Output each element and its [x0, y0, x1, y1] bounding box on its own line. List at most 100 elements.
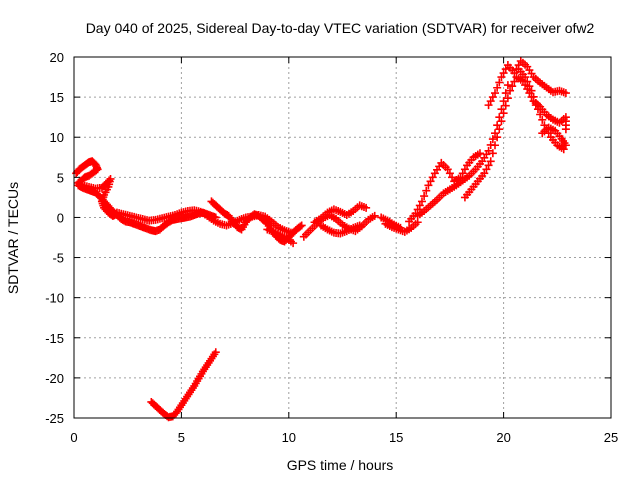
- x-tick-label: 25: [604, 430, 618, 445]
- data-point: [497, 117, 506, 126]
- data-point: [508, 82, 517, 91]
- data-point: [561, 89, 570, 98]
- x-tick-labels: 0 5 10 15 20 25: [70, 430, 618, 445]
- data-point: [499, 97, 508, 106]
- data-point: [297, 221, 306, 230]
- x-tick-label: 0: [70, 430, 77, 445]
- y-tick-label: 0: [57, 210, 64, 225]
- data-point: [497, 73, 506, 82]
- y-tick-label: 20: [50, 50, 64, 65]
- axis-ticks: [73, 56, 612, 419]
- series-arc-17: [529, 97, 570, 134]
- data-point: [499, 109, 508, 118]
- data-point: [510, 77, 519, 86]
- data-point: [417, 197, 426, 206]
- data-point: [501, 101, 510, 110]
- data-point: [523, 77, 532, 86]
- series-arc-18: [538, 123, 570, 150]
- data-point: [488, 93, 497, 102]
- data-point: [420, 192, 429, 201]
- data-point: [506, 86, 515, 95]
- data-point: [501, 89, 510, 98]
- data-point: [493, 133, 502, 142]
- data-point: [501, 65, 510, 74]
- data-point: [510, 69, 519, 78]
- data-point: [480, 169, 489, 178]
- data-point: [495, 125, 504, 134]
- series-arc-14: [460, 73, 540, 202]
- y-tick-label: 15: [50, 90, 64, 105]
- data-point: [458, 169, 467, 178]
- data-point: [495, 78, 504, 87]
- data-point: [448, 173, 457, 182]
- data-point: [491, 89, 500, 98]
- data-point: [495, 113, 504, 122]
- data-point: [289, 239, 298, 248]
- data-point: [460, 165, 469, 174]
- data-point: [538, 115, 547, 124]
- y-tick-label: 10: [50, 130, 64, 145]
- data-point: [493, 121, 502, 130]
- data-point: [424, 181, 433, 190]
- data-point: [503, 94, 512, 103]
- data-point: [475, 149, 484, 158]
- data-point: [503, 81, 512, 90]
- data-point: [445, 169, 454, 178]
- series-arc-2: [74, 181, 220, 236]
- x-tick-label: 10: [282, 430, 296, 445]
- data-point: [491, 129, 500, 138]
- data-point: [396, 223, 405, 232]
- data-point: [211, 348, 220, 357]
- data-point: [486, 97, 495, 106]
- data-point: [525, 82, 534, 91]
- data-point: [443, 165, 452, 174]
- y-tick-label: -10: [45, 291, 64, 306]
- x-tick-label: 15: [389, 430, 403, 445]
- data-point: [426, 177, 435, 186]
- data-point: [488, 135, 497, 144]
- series-arc-9: [317, 221, 364, 238]
- data-markers: [72, 57, 570, 422]
- y-tick-label: -25: [45, 411, 64, 426]
- data-point: [482, 165, 491, 174]
- data-point: [521, 73, 530, 82]
- series-arc-8: [310, 201, 371, 227]
- x-axis-label: GPS time / hours: [287, 457, 394, 473]
- y-tick-label: 5: [57, 170, 64, 185]
- data-point: [422, 186, 431, 195]
- data-point: [415, 201, 424, 210]
- x-tick-label: 5: [178, 430, 185, 445]
- data-point: [428, 173, 437, 182]
- plot-frame: [73, 56, 612, 419]
- series-arc-19: [147, 348, 220, 422]
- series-arc-6: [263, 225, 298, 248]
- grid-lines: [74, 57, 611, 418]
- data-point: [488, 149, 497, 158]
- series-arc-4: [207, 197, 272, 234]
- x-tick-label: 20: [496, 430, 510, 445]
- data-point: [493, 83, 502, 92]
- y-tick-label: -20: [45, 371, 64, 386]
- data-point: [484, 161, 493, 170]
- data-point: [491, 141, 500, 150]
- data-point: [296, 222, 305, 231]
- data-point: [370, 211, 379, 220]
- y-tick-labels: 20 15 10 5 0 -5 -10 -15 -20 -25: [45, 50, 64, 426]
- series-arc-11: [377, 213, 405, 232]
- data-point: [362, 203, 371, 212]
- data-point: [486, 157, 495, 166]
- y-tick-label: -5: [52, 251, 64, 266]
- data-point: [561, 125, 570, 134]
- data-point: [355, 221, 364, 230]
- data-point: [527, 86, 536, 95]
- y-tick-label: -15: [45, 331, 64, 346]
- data-point: [561, 141, 570, 150]
- chart-title: Day 040 of 2025, Sidereal Day-to-day VTE…: [86, 20, 595, 36]
- data-point: [484, 146, 493, 155]
- series-arc-7: [299, 211, 379, 241]
- data-point: [484, 101, 493, 110]
- data-point: [499, 69, 508, 78]
- series-arc-13: [413, 81, 512, 220]
- data-point: [497, 105, 506, 114]
